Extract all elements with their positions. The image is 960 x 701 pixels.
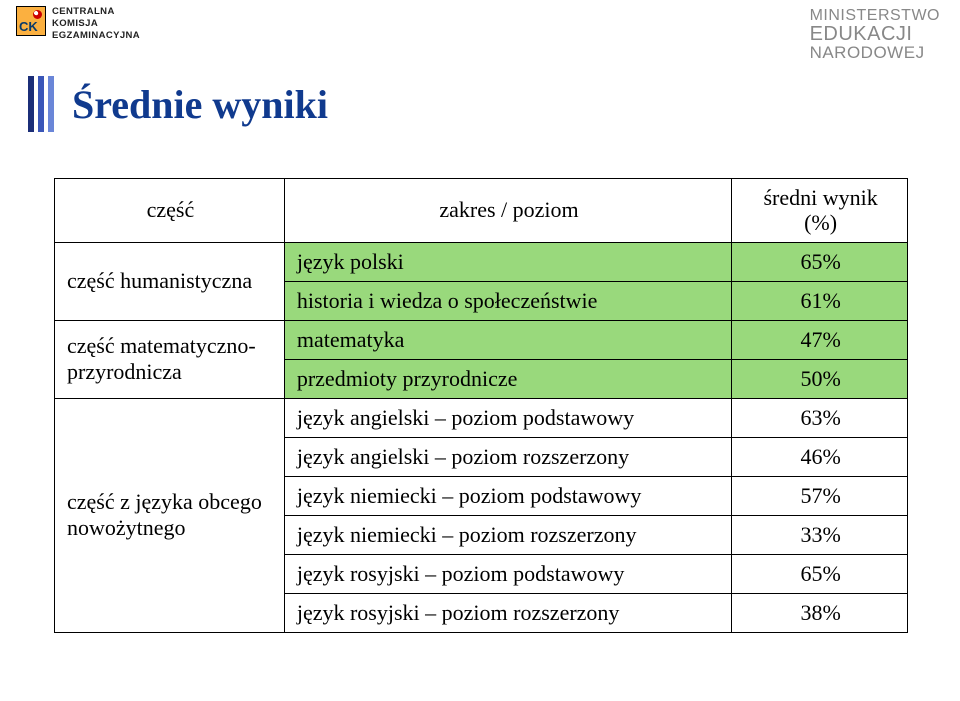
value-cell: 65% bbox=[732, 554, 908, 593]
header-result-line1: średni wynik bbox=[763, 185, 877, 210]
left-logo-text: CENTRALNA KOMISJA EGZAMINACYJNA bbox=[52, 6, 140, 42]
left-logo-line3: EGZAMINACYJNA bbox=[52, 30, 140, 42]
title-accent-bars-icon bbox=[28, 76, 54, 132]
right-logo-line1: MINISTERSTWO bbox=[810, 8, 940, 24]
cke-logo-abbrev: CK bbox=[19, 19, 38, 34]
value-cell: 50% bbox=[732, 359, 908, 398]
table-header-row: część zakres / poziom średni wynik (%) bbox=[55, 179, 908, 243]
header-scope: zakres / poziom bbox=[284, 179, 731, 243]
value-cell: 65% bbox=[732, 242, 908, 281]
title-block: Średnie wyniki bbox=[28, 76, 328, 132]
table-row: część z języka obcego nowożytnego język … bbox=[55, 398, 908, 437]
left-logo: CK CENTRALNA KOMISJA EGZAMINACYJNA bbox=[16, 6, 140, 42]
subject-cell: język polski bbox=[284, 242, 731, 281]
subject-cell: język angielski – poziom rozszerzony bbox=[284, 437, 731, 476]
left-logo-line2: KOMISJA bbox=[52, 18, 140, 30]
value-cell: 38% bbox=[732, 593, 908, 632]
right-logo-line2: EDUKACJI bbox=[810, 24, 940, 44]
value-cell: 47% bbox=[732, 320, 908, 359]
section-cell: część z języka obcego nowożytnego bbox=[55, 398, 285, 632]
subject-cell: język angielski – poziom podstawowy bbox=[284, 398, 731, 437]
page-title: Średnie wyniki bbox=[72, 81, 328, 128]
section-cell: część humanistyczna bbox=[55, 242, 285, 320]
right-logo: MINISTERSTWO EDUKACJI NARODOWEJ bbox=[810, 6, 940, 61]
value-cell: 61% bbox=[732, 281, 908, 320]
table-row: część humanistyczna język polski 65% bbox=[55, 242, 908, 281]
value-cell: 63% bbox=[732, 398, 908, 437]
header-section: część bbox=[55, 179, 285, 243]
left-logo-line1: CENTRALNA bbox=[52, 6, 140, 18]
subject-cell: język niemiecki – poziom podstawowy bbox=[284, 476, 731, 515]
value-cell: 57% bbox=[732, 476, 908, 515]
subject-cell: historia i wiedza o społeczeństwie bbox=[284, 281, 731, 320]
value-cell: 46% bbox=[732, 437, 908, 476]
header-result: średni wynik (%) bbox=[732, 179, 908, 243]
value-cell: 33% bbox=[732, 515, 908, 554]
subject-cell: język niemiecki – poziom rozszerzony bbox=[284, 515, 731, 554]
table-row: część matematyczno-przyrodnicza matematy… bbox=[55, 320, 908, 359]
subject-cell: matematyka bbox=[284, 320, 731, 359]
right-logo-line3: NARODOWEJ bbox=[810, 44, 940, 61]
section-cell: część matematyczno-przyrodnicza bbox=[55, 320, 285, 398]
subject-cell: przedmioty przyrodnicze bbox=[284, 359, 731, 398]
subject-cell: język rosyjski – poziom rozszerzony bbox=[284, 593, 731, 632]
results-table: część zakres / poziom średni wynik (%) c… bbox=[54, 178, 908, 633]
header-result-line2: (%) bbox=[804, 210, 837, 235]
slide-header: CK CENTRALNA KOMISJA EGZAMINACYJNA MINIS… bbox=[0, 0, 960, 56]
cke-logo-icon: CK bbox=[16, 6, 46, 36]
subject-cell: język rosyjski – poziom podstawowy bbox=[284, 554, 731, 593]
